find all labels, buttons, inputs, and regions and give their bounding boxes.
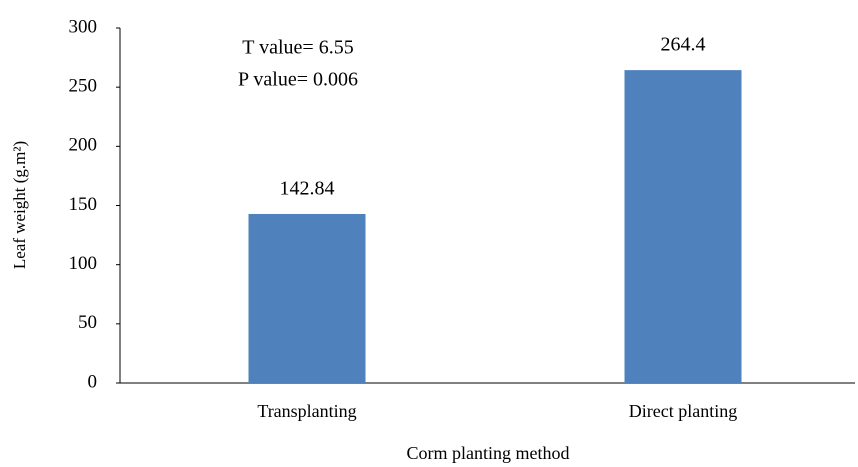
x-tick-label: Transplanting	[257, 401, 356, 421]
x-axis-title: Corm planting method	[407, 443, 570, 463]
bar	[248, 213, 366, 383]
bar	[624, 70, 742, 384]
y-tick-label: 0	[88, 371, 98, 392]
data-label: 142.84	[280, 178, 335, 200]
y-tick-label: 150	[69, 194, 98, 215]
y-tick-label: 300	[69, 16, 98, 37]
data-label: 264.4	[661, 34, 706, 56]
y-tick-label: 100	[69, 253, 98, 274]
annotation: P value= 0.006	[238, 69, 358, 91]
x-tick-label: Direct planting	[629, 401, 737, 421]
annotation: T value= 6.55	[242, 37, 353, 59]
y-tick-label: 50	[78, 312, 97, 333]
y-tick-label: 250	[69, 76, 98, 97]
y-axis-title: Leaf weight (g.m²)	[10, 141, 29, 269]
y-tick-label: 200	[69, 135, 98, 156]
